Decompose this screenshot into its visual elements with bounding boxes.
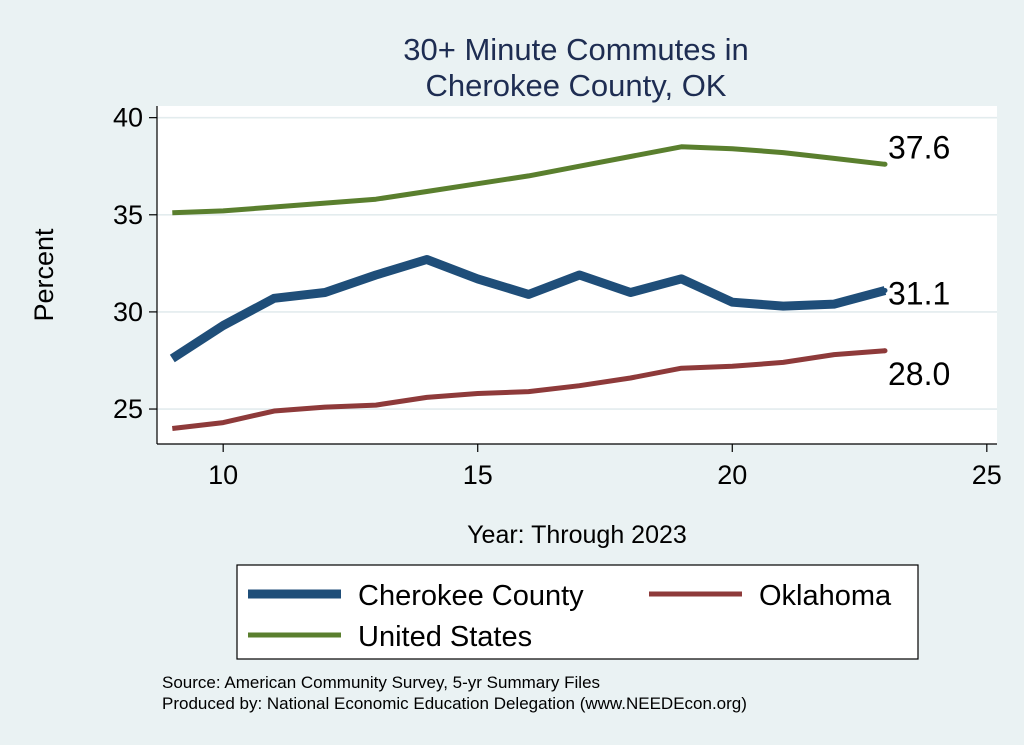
series-group (169, 144, 888, 431)
series-end-point (882, 288, 888, 294)
series-line-united-states (172, 144, 886, 216)
end-label-united-states: 37.6 (888, 129, 950, 165)
legend-label-cherokee-county: Cherokee County (358, 580, 584, 612)
series-end-point (882, 161, 888, 167)
y-tick-label: 35 (113, 200, 143, 230)
end-labels: 31.1 28.0 37.6 (888, 129, 950, 391)
series-end-point (882, 348, 888, 354)
x-tick-label: 10 (208, 460, 238, 490)
x-axis-label: Year: Through 2023 (467, 521, 687, 549)
x-tick-label: 20 (717, 460, 747, 490)
legend-label-united-states: United States (358, 621, 532, 653)
legend: Cherokee County Oklahoma United States (248, 580, 892, 653)
y-tick-label: 30 (113, 297, 143, 327)
axes: 25 30 35 40 10 15 20 25 (113, 103, 1002, 490)
source-note: Source: American Community Survey, 5-yr … (162, 673, 600, 692)
legend-box (236, 564, 919, 660)
end-label-oklahoma: 28.0 (888, 356, 950, 392)
series-line-cherokee-county (169, 255, 887, 363)
end-label-cherokee-county: 31.1 (888, 276, 950, 312)
x-tick-label: 15 (463, 460, 493, 490)
legend-label-oklahoma: Oklahoma (759, 580, 892, 612)
series-line-oklahoma (172, 348, 886, 431)
x-tick-label: 25 (972, 460, 1002, 490)
y-tick-label: 25 (113, 394, 143, 424)
y-tick-label: 40 (113, 103, 143, 133)
y-axis-label: Percent (29, 228, 59, 322)
producer-note: Produced by: National Economic Education… (162, 694, 747, 713)
chart-title-line-1: 30+ Minute Commutes in (403, 32, 748, 67)
chart-title-line-2: Cherokee County, OK (426, 68, 727, 103)
